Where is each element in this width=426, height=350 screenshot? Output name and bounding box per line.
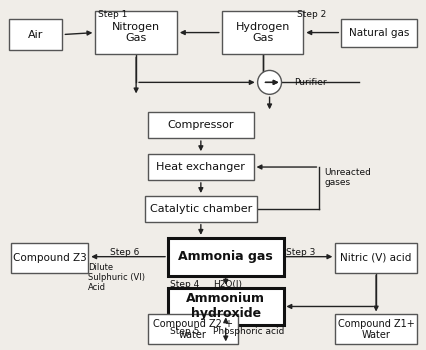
- FancyBboxPatch shape: [95, 10, 177, 55]
- Text: H2O(l): H2O(l): [213, 280, 242, 289]
- Text: Nitric (V) acid: Nitric (V) acid: [340, 253, 412, 262]
- Text: Dilute
Sulphuric (VI)
Acid: Dilute Sulphuric (VI) Acid: [88, 262, 145, 293]
- Text: Unreacted
gases: Unreacted gases: [324, 168, 371, 188]
- Text: Step 1: Step 1: [98, 10, 128, 19]
- Text: Phosphoric acid: Phosphoric acid: [213, 327, 284, 336]
- FancyBboxPatch shape: [148, 154, 253, 180]
- Text: Ammonia gas: Ammonia gas: [178, 250, 273, 263]
- FancyBboxPatch shape: [168, 288, 283, 326]
- Text: Step 3: Step 3: [287, 248, 316, 257]
- FancyBboxPatch shape: [148, 112, 253, 138]
- Text: Ammonium
hydroxide: Ammonium hydroxide: [186, 293, 265, 321]
- Text: Hydrogen
Gas: Hydrogen Gas: [236, 22, 290, 43]
- Text: Step 4: Step 4: [170, 280, 199, 289]
- FancyBboxPatch shape: [222, 10, 303, 55]
- Text: Compressor: Compressor: [167, 120, 234, 130]
- Text: Natural gas: Natural gas: [349, 28, 409, 37]
- FancyBboxPatch shape: [341, 19, 417, 47]
- Text: Step 6: Step 6: [110, 248, 140, 257]
- Text: Nitrogen
Gas: Nitrogen Gas: [112, 22, 160, 43]
- FancyBboxPatch shape: [335, 243, 417, 273]
- Text: Purifier: Purifier: [294, 78, 327, 88]
- Text: Step 2: Step 2: [297, 10, 327, 19]
- FancyBboxPatch shape: [9, 19, 63, 50]
- FancyBboxPatch shape: [145, 196, 256, 222]
- Text: Compound Z3: Compound Z3: [13, 253, 86, 262]
- FancyBboxPatch shape: [168, 238, 283, 275]
- Text: Compound Z2 +
water: Compound Z2 + water: [153, 318, 233, 340]
- Text: Compound Z1+
Water: Compound Z1+ Water: [338, 318, 414, 340]
- Circle shape: [258, 70, 282, 94]
- Text: Heat exchanger: Heat exchanger: [156, 162, 245, 172]
- FancyBboxPatch shape: [335, 314, 417, 344]
- FancyBboxPatch shape: [148, 314, 238, 344]
- Text: Air: Air: [28, 29, 43, 40]
- FancyBboxPatch shape: [11, 243, 88, 273]
- Text: Step 5: Step 5: [170, 327, 199, 336]
- Text: Catalytic chamber: Catalytic chamber: [150, 204, 252, 214]
